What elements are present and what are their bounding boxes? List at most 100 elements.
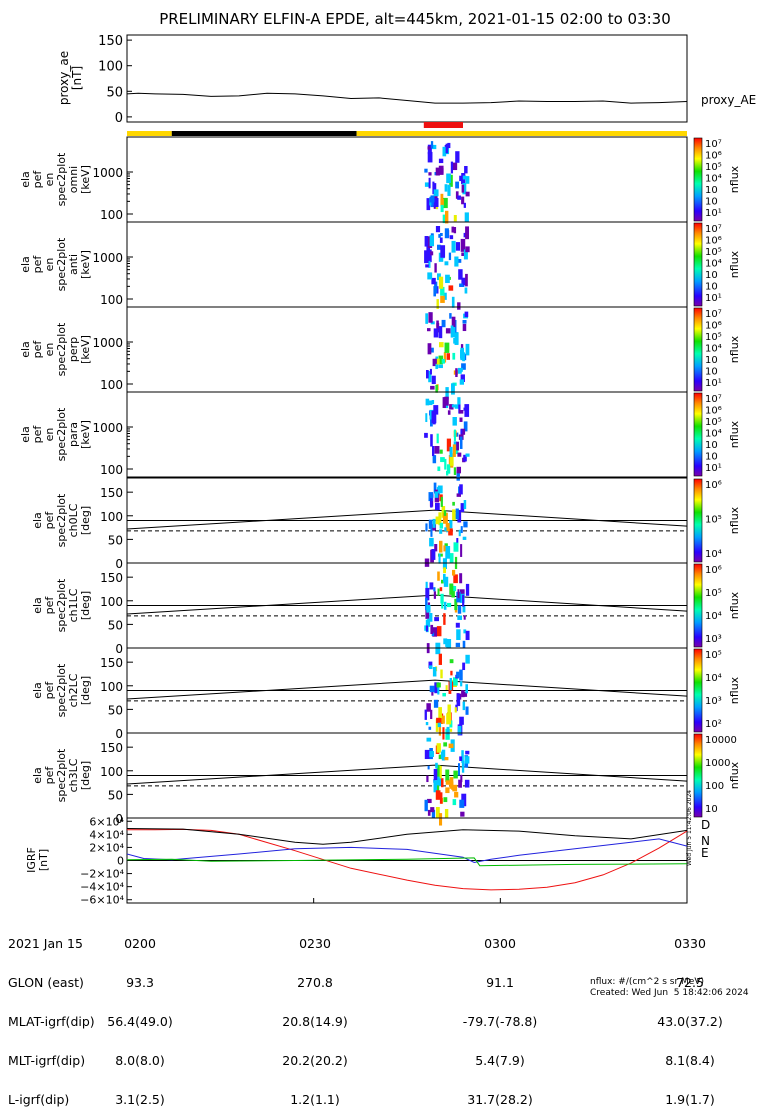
spectrogram-cell bbox=[426, 722, 428, 725]
footer-time-0330: 0330 bbox=[640, 937, 740, 950]
spectrogram-cell bbox=[446, 780, 450, 784]
colorbar-tick-label: 10⁵ bbox=[705, 650, 722, 661]
spectrogram-cell bbox=[445, 343, 450, 353]
footer-glon-0300: 91.1 bbox=[445, 976, 555, 989]
spectrogram-cell bbox=[453, 417, 457, 426]
colorbar-tick-label: 10⁶ bbox=[705, 151, 722, 162]
panel-tick-label: 150 bbox=[100, 486, 123, 500]
spectrogram-cell bbox=[443, 397, 446, 408]
spectrogram-cell bbox=[430, 498, 432, 507]
spectrogram-cell bbox=[465, 655, 469, 664]
colorbar bbox=[694, 308, 702, 391]
spectrogram-cell bbox=[454, 467, 456, 475]
footer-mlat-0300: -79.7(-78.8) bbox=[445, 1015, 555, 1028]
colorbar-tick-label: 10¹ bbox=[705, 208, 722, 219]
spectrogram-cell bbox=[463, 320, 467, 324]
spectrogram-cell bbox=[439, 159, 443, 163]
spectrogram-cell bbox=[452, 404, 457, 407]
spectrogram-cell bbox=[454, 257, 458, 267]
footer-l-0300: 31.7(28.2) bbox=[445, 1093, 555, 1106]
spectrogram-cell bbox=[444, 459, 446, 470]
spectrogram-cell bbox=[463, 521, 467, 527]
spectrogram-cell bbox=[430, 434, 433, 446]
spectrogram-cell bbox=[435, 359, 437, 364]
spectrogram-cell bbox=[429, 538, 434, 546]
footer-label-l: L-igrf(dip) bbox=[8, 1093, 95, 1106]
spectrogram-cell bbox=[443, 574, 446, 582]
spectrogram-cell bbox=[449, 313, 451, 319]
proxy-ae-tick-label: 50 bbox=[106, 85, 123, 100]
panel-tick-label: 150 bbox=[100, 741, 123, 755]
spectrogram-cell bbox=[450, 671, 452, 676]
spectrogram-cell bbox=[453, 338, 457, 344]
spectrogram-cell bbox=[436, 226, 440, 232]
colorbar-tick-label: 10⁷ bbox=[705, 139, 722, 150]
spectrogram-cell bbox=[425, 523, 427, 531]
spectrogram-cell bbox=[458, 589, 460, 598]
spectrogram-cell bbox=[464, 404, 469, 417]
spectrogram-cell bbox=[446, 144, 449, 154]
spectrogram-cell bbox=[455, 151, 459, 163]
spectrogram-cell bbox=[460, 418, 463, 422]
spectrogram-cell bbox=[456, 643, 460, 647]
panel-frame bbox=[127, 392, 687, 477]
spectrogram-cell bbox=[425, 750, 430, 759]
spectrogram-cell bbox=[440, 766, 442, 778]
spectrogram-cell bbox=[465, 226, 469, 239]
panel-tick-label: 150 bbox=[100, 656, 123, 670]
colorbar-tick-label: 10⁵ bbox=[705, 515, 722, 526]
panel-axis-label: [keV] bbox=[79, 165, 92, 194]
state-bar-segment bbox=[357, 131, 687, 136]
spectrogram-cell bbox=[462, 185, 464, 193]
colorbar-tick-label: 10⁵ bbox=[705, 162, 722, 173]
spectrogram-cell bbox=[463, 537, 467, 540]
panel-tick-label: 0 bbox=[115, 727, 123, 741]
spectrogram-panel-omni bbox=[127, 137, 702, 223]
spectrogram-cell bbox=[438, 589, 440, 596]
spectrogram-cell bbox=[435, 763, 438, 769]
colorbar-tick-label: 10¹ bbox=[705, 293, 722, 304]
colorbar-title: nflux bbox=[728, 506, 741, 534]
spectrogram-cell bbox=[430, 686, 435, 692]
colorbar-tick-label: 10³ bbox=[705, 634, 722, 645]
spectrogram-cell bbox=[466, 454, 470, 457]
proxy-ae-axis-label: [nT] bbox=[70, 66, 84, 90]
colorbar-title: nflux bbox=[728, 420, 741, 448]
colorbar bbox=[694, 564, 702, 647]
panel-tick-label: 100 bbox=[100, 293, 123, 307]
spectrogram-cell bbox=[453, 799, 457, 805]
colorbar-tick-label: 10⁵ bbox=[705, 332, 722, 343]
spectrogram-cell bbox=[447, 603, 451, 607]
spectrogram-cell bbox=[449, 285, 454, 290]
spectrogram-cell bbox=[427, 328, 431, 331]
spectrogram-cell bbox=[455, 182, 459, 189]
spectrogram-cell bbox=[429, 751, 434, 757]
spectrogram-cell bbox=[454, 542, 459, 551]
spectrogram-cell bbox=[430, 807, 434, 812]
footer-time-0230: 0230 bbox=[265, 937, 365, 950]
spectrogram-cell bbox=[430, 386, 434, 390]
spectrogram-cell bbox=[437, 683, 441, 688]
spectrogram-cell bbox=[432, 376, 436, 384]
spectrogram-cell bbox=[437, 626, 442, 636]
page-title: PRELIMINARY ELFIN-A EPDE, alt=445km, 202… bbox=[159, 10, 671, 28]
spectrogram-cell bbox=[462, 663, 465, 670]
igrf-tick-label: 4×10⁴ bbox=[89, 828, 124, 841]
spectrogram-cell bbox=[432, 446, 434, 456]
spectrogram-cell bbox=[433, 667, 437, 676]
panel-tick-label: 0 bbox=[115, 557, 123, 571]
spectrogram-cell bbox=[458, 269, 462, 280]
spectrogram-cell bbox=[459, 800, 464, 808]
spectrogram-cell bbox=[434, 700, 438, 708]
colorbar-tick-label: 10⁴ bbox=[705, 174, 722, 185]
spectrogram-cell bbox=[432, 411, 437, 424]
spectrogram-cell bbox=[434, 591, 436, 599]
igrf-tick-label: −6×10⁴ bbox=[80, 894, 124, 907]
footer-time-0300: 0300 bbox=[445, 937, 555, 950]
colorbar bbox=[694, 223, 702, 306]
spectrogram-cell bbox=[437, 434, 439, 444]
panel-tick-label: 50 bbox=[108, 788, 123, 802]
spectrogram-cell bbox=[426, 626, 428, 632]
spectrogram-cell bbox=[446, 713, 451, 724]
spectrogram-cell bbox=[440, 450, 443, 454]
